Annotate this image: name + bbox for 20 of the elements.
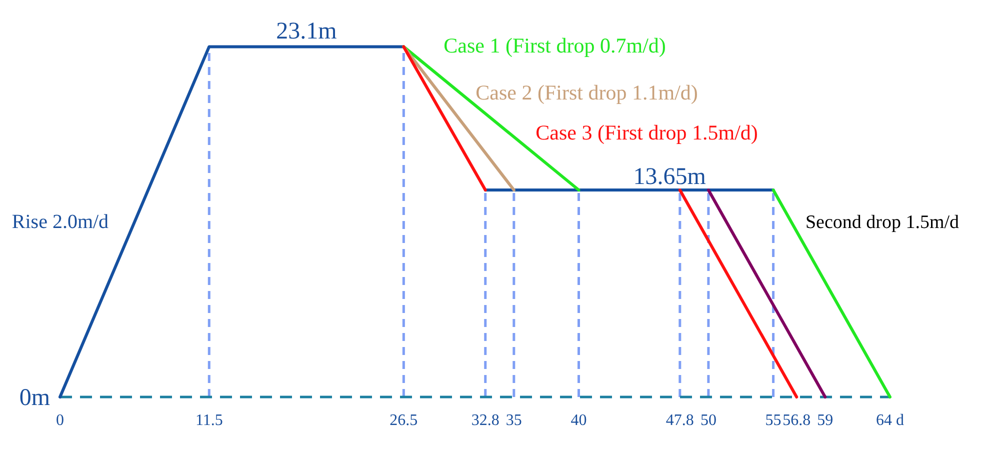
x-tick-label: 26.5 (390, 412, 418, 429)
x-tick-label: 32.8 (471, 412, 500, 429)
x-tick-label: 59 (817, 412, 834, 429)
x-tick-label: 50 (700, 412, 716, 429)
annotation: Rise 2.0m/d (12, 210, 109, 233)
x-tick-label: 55 (765, 412, 782, 429)
x-tick-label: 47.8 (666, 412, 694, 429)
x-tick-label: 0 (56, 412, 64, 429)
x-tick-label: 56.8 (782, 412, 811, 429)
x-tick-label: 35 (506, 412, 522, 429)
series-label: Case 1 (First drop 0.7m/d) (444, 34, 666, 58)
x-tick-label: 40 (570, 412, 587, 429)
series-label: Case 2 (First drop 1.1m/d) (476, 80, 698, 105)
x-tick-label: 11.5 (195, 412, 223, 429)
annotation: 23.1m (276, 18, 338, 45)
annotation: Second drop 1.5m/d (805, 212, 960, 233)
x-tick-label: 64 d (876, 412, 904, 429)
annotation: 0m (19, 385, 50, 411)
annotation: 13.65m (633, 164, 706, 190)
text: Case 3 (First drop 1.5m/d) (536, 120, 758, 145)
